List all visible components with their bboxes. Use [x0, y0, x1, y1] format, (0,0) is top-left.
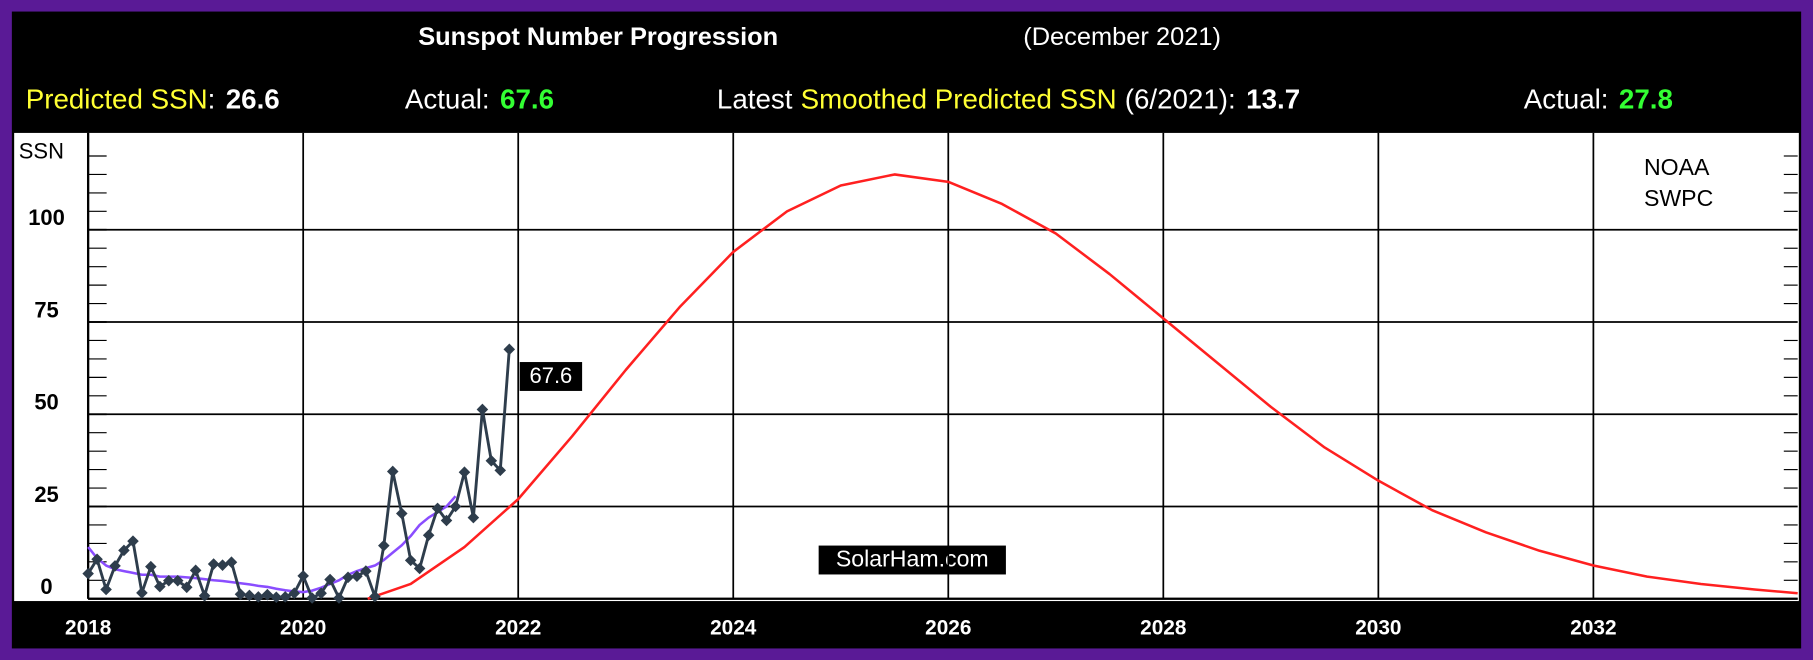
chart-title: Sunspot Number Progression [418, 23, 778, 51]
data-point [252, 591, 265, 603]
header-stat: Actual: 67.6 [405, 84, 554, 115]
data-label: 67.6 [530, 363, 573, 388]
x-tick-label: 2026 [925, 616, 971, 639]
data-point [180, 581, 193, 594]
data-point [386, 465, 399, 478]
data-point [297, 570, 309, 582]
data-point [360, 565, 372, 577]
data-point [333, 592, 345, 604]
x-tick-label: 2028 [1140, 616, 1186, 639]
data-point [136, 587, 148, 599]
data-point [100, 583, 112, 596]
stat-label: Smoothed Predicted SSN [801, 84, 1117, 115]
stat-value: 27.8 [1619, 84, 1673, 115]
stat-value: 26.6 [226, 84, 280, 115]
stat-label: : [208, 84, 216, 115]
data-label-box [519, 362, 583, 391]
header-stat: Actual: 27.8 [1524, 84, 1673, 115]
data-point [494, 464, 507, 477]
data-point [395, 507, 408, 520]
x-tick-label: 2022 [495, 616, 541, 639]
data-point [449, 500, 462, 513]
series-line [367, 173, 1798, 600]
data-point [422, 529, 435, 542]
y-tick-label: 75 [34, 297, 58, 322]
data-point [503, 343, 516, 356]
data-point [458, 466, 471, 478]
x-tick-label: 2020 [280, 616, 326, 639]
stat-label: Actual: [405, 84, 490, 115]
data-point [467, 511, 480, 524]
stat-label: Latest [717, 84, 793, 115]
data-point [279, 591, 292, 603]
data-point [288, 587, 301, 599]
data-point [306, 592, 318, 604]
x-tick-label: 2030 [1355, 616, 1401, 639]
x-tick-label: 2018 [65, 616, 111, 639]
y-axis-label: SSN [19, 138, 64, 163]
data-point [315, 587, 327, 599]
annotation: SWPC [1644, 185, 1713, 211]
data-point [243, 589, 256, 602]
annotation: NOAA [1644, 154, 1710, 180]
data-point [225, 556, 238, 568]
stat-value: 13.7 [1246, 84, 1300, 115]
data-point [476, 403, 489, 416]
watermark: SolarHam.com [836, 546, 989, 572]
header-stat: Latest Smoothed Predicted SSN (6/2021): 13.… [717, 84, 1300, 115]
data-point [109, 560, 121, 572]
data-point [485, 454, 498, 467]
plot-background [14, 132, 1799, 602]
chart-subtitle: (December 2021) [1023, 23, 1221, 51]
watermark-box [818, 545, 1006, 575]
y-tick-label: 100 [28, 205, 65, 230]
header-stat: Predicted SSN: 26.6 [26, 84, 280, 115]
y-tick-label: 0 [40, 574, 52, 599]
stat-value: 67.6 [500, 84, 554, 115]
x-tick-label: 2024 [710, 616, 757, 639]
data-point [369, 590, 381, 603]
stat-label: Predicted SSN [26, 84, 208, 115]
y-tick-label: 25 [34, 482, 58, 507]
x-tick-label: 2032 [1570, 616, 1616, 639]
stat-label: Actual: [1524, 84, 1609, 115]
data-point [234, 588, 247, 601]
stat-label: (6/2021): [1125, 84, 1236, 115]
data-point [198, 590, 211, 602]
y-tick-label: 50 [34, 390, 58, 415]
